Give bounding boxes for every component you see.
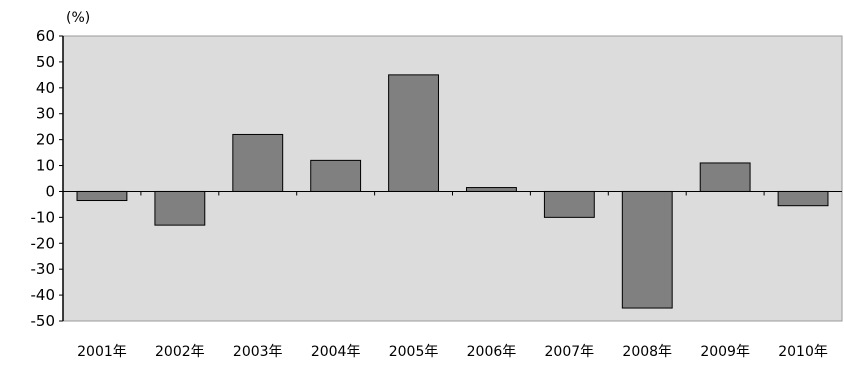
- y-axis: 60 50 40 30 20 10 0 -10 -20 -30 -40 -50: [31, 27, 64, 330]
- x-tick-label: 2003年: [233, 344, 283, 360]
- x-tick-label: 2004年: [311, 344, 361, 360]
- bar: [543, 190, 595, 218]
- x-tick-label: 2007年: [545, 344, 595, 360]
- y-tick-label: -50: [31, 312, 56, 330]
- bars-group: [76, 74, 829, 309]
- x-tick-label: 2006年: [467, 344, 517, 360]
- x-axis: 2001年 2002年 2003年 2004年 2005年 2006年 2007年 2008年…: [63, 190, 842, 360]
- bar: [621, 190, 673, 309]
- y-tick-label: 0: [45, 182, 55, 200]
- x-tick-label: 2010年: [778, 344, 828, 360]
- y-tick-label: 40: [36, 79, 55, 97]
- y-tick-label: -20: [31, 234, 56, 252]
- y-tick-label: 60: [36, 27, 55, 45]
- bar: [699, 162, 751, 192]
- x-tick-label: 2009年: [700, 344, 750, 360]
- bar: [154, 190, 206, 226]
- bar: [388, 74, 439, 192]
- x-tick-label: 2001年: [77, 344, 127, 360]
- y-tick-label: -30: [31, 260, 56, 278]
- x-tick-label: 2005年: [389, 344, 439, 360]
- x-tick-label: 2008年: [622, 344, 672, 360]
- y-tick-label: -40: [31, 286, 56, 304]
- y-tick-label: -10: [31, 208, 56, 226]
- y-unit-label: (%): [66, 10, 90, 26]
- y-tick-label: 50: [36, 53, 55, 71]
- y-tick-label: 30: [36, 105, 55, 123]
- bar: [76, 190, 128, 202]
- bar: [466, 187, 517, 192]
- y-tick-label: 10: [36, 157, 55, 175]
- y-tick-label: 20: [36, 131, 55, 149]
- bar: [777, 190, 829, 207]
- x-tick-label: 2002年: [155, 344, 205, 360]
- bar: [232, 133, 284, 192]
- bar: [310, 159, 362, 192]
